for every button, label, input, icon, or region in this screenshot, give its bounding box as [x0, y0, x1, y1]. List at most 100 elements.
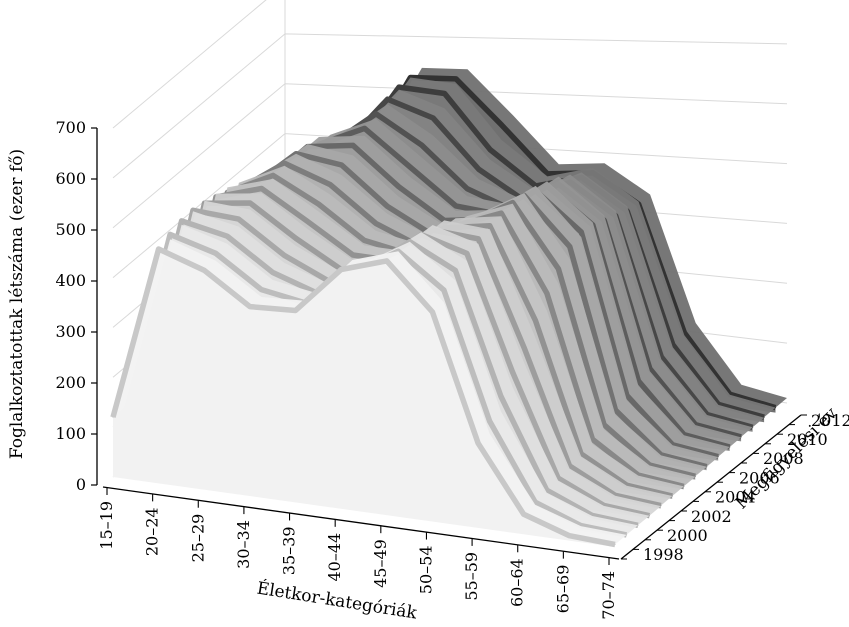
- data-point: [580, 525, 582, 527]
- data-point: [477, 442, 479, 444]
- x-tick-label: 15–19: [97, 501, 116, 550]
- depth-tick-label: 2010: [787, 430, 828, 449]
- data-point: [181, 220, 183, 222]
- data-point: [444, 92, 446, 95]
- x-tick-label: 70–74: [599, 571, 618, 620]
- data-point: [614, 543, 616, 546]
- data-point: [455, 205, 457, 207]
- data-point: [169, 233, 171, 235]
- data-point: [557, 477, 559, 479]
- data-point: [249, 202, 251, 204]
- data-point: [294, 309, 297, 312]
- depth-tick-label: 2008: [763, 449, 804, 468]
- data-point: [421, 144, 423, 146]
- data-point: [546, 292, 548, 294]
- series-ribbon: [273, 67, 787, 408]
- data-point: [386, 260, 388, 262]
- x-tick-label: 30–34: [234, 520, 253, 569]
- data-point: [226, 235, 228, 237]
- x-tick-label: 40–44: [325, 533, 344, 582]
- series-line: [110, 246, 616, 548]
- x-tick-label: 45–49: [371, 539, 390, 588]
- data-point: [409, 166, 411, 168]
- data-point: [591, 438, 594, 440]
- data-point: [386, 98, 389, 100]
- data-point: [329, 184, 331, 186]
- data-point: [318, 203, 320, 205]
- data-point: [466, 252, 468, 254]
- data-point: [546, 489, 548, 491]
- data-point: [672, 344, 674, 346]
- y-tick-label: 300: [55, 322, 86, 341]
- data-point: [489, 149, 491, 151]
- data-point: [534, 501, 536, 503]
- data-point: [534, 319, 537, 321]
- depth-tick-label: 1998: [643, 545, 684, 564]
- data-point: [306, 220, 308, 222]
- data-point: [580, 453, 582, 455]
- data-point: [295, 237, 297, 239]
- data-point: [340, 268, 342, 271]
- data-point: [569, 246, 571, 248]
- y-axis-title: Foglalkoztatottak létszáma (ezer fő): [7, 149, 27, 459]
- data-point: [740, 436, 742, 438]
- data-point: [557, 268, 560, 270]
- data-point: [660, 356, 662, 358]
- x-tick-label: 55–59: [462, 552, 481, 601]
- data-point: [626, 394, 628, 397]
- data-point: [261, 187, 263, 190]
- data-point: [500, 395, 502, 398]
- data-point: [398, 86, 400, 88]
- data-point: [364, 127, 366, 129]
- data-point: [249, 306, 251, 308]
- data-point: [352, 254, 354, 256]
- data-point: [683, 485, 685, 487]
- data-point: [580, 231, 582, 233]
- data-point: [523, 346, 525, 348]
- depth-axis-line: [620, 414, 802, 560]
- data-point: [112, 416, 114, 418]
- data-point: [694, 475, 696, 477]
- axes: [91, 127, 807, 565]
- data-point: [455, 78, 457, 80]
- depth-tick-label: 2006: [739, 468, 780, 487]
- data-point: [363, 239, 365, 241]
- data-point: [454, 269, 456, 272]
- data-point: [203, 269, 205, 271]
- data-point: [431, 311, 434, 313]
- depth-tick-label: 2012: [811, 411, 849, 430]
- data-point: [568, 535, 571, 537]
- data-point: [215, 252, 217, 254]
- data-point: [489, 420, 491, 422]
- data-point: [637, 524, 639, 526]
- y-tick-label: 100: [55, 424, 86, 443]
- data-point: [626, 484, 628, 486]
- data-point: [717, 456, 719, 458]
- data-point: [375, 222, 377, 224]
- gridline: [112, 0, 267, 129]
- data-point: [603, 424, 605, 426]
- data-point: [500, 212, 502, 214]
- x-tick-label: 60–64: [508, 558, 527, 607]
- data-point: [238, 218, 240, 220]
- y-tick-label: 200: [55, 373, 86, 392]
- data-point: [272, 174, 274, 176]
- data-point: [478, 168, 480, 170]
- data-point: [272, 271, 274, 274]
- data-point: [569, 465, 571, 467]
- data-point: [591, 514, 593, 517]
- data-point: [192, 209, 194, 211]
- data-point: [649, 368, 651, 370]
- data-point: [512, 202, 514, 204]
- tick-labels: 0 100 200 300 400 500 600 700 15–19 20–24 25–29 30–…: [55, 118, 849, 620]
- x-axis-title: Életkor-kategóriák: [255, 578, 419, 624]
- series-ribbon: [113, 239, 627, 545]
- x-tick-label: 20–24: [143, 507, 162, 556]
- x-axis-line: [102, 486, 620, 560]
- data-point: [683, 332, 685, 334]
- data-point: [398, 186, 400, 188]
- series-1998: [110, 239, 627, 548]
- data-point: [637, 380, 640, 382]
- data-point: [671, 495, 673, 497]
